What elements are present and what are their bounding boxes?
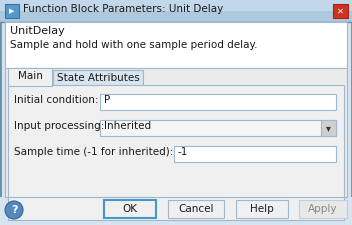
Circle shape <box>5 201 23 219</box>
Text: UnitDelay: UnitDelay <box>10 26 65 36</box>
Bar <box>53 70 143 86</box>
Text: Main: Main <box>18 71 43 81</box>
Text: ?: ? <box>11 205 17 215</box>
Bar <box>174 146 336 162</box>
Bar <box>321 120 336 136</box>
Text: Apply: Apply <box>308 204 338 214</box>
Bar <box>0 197 352 225</box>
Bar <box>5 22 347 68</box>
Text: ▾: ▾ <box>326 123 331 133</box>
Text: Cancel: Cancel <box>178 204 214 214</box>
Text: Initial condition:: Initial condition: <box>14 95 99 105</box>
Bar <box>8 68 52 86</box>
Bar <box>5 68 347 213</box>
Text: ▶: ▶ <box>9 8 15 14</box>
Text: OK: OK <box>122 204 138 214</box>
Bar <box>236 200 288 218</box>
Bar <box>333 4 348 18</box>
Bar <box>5 4 19 18</box>
Bar <box>0 0 352 11</box>
Text: Function Block Parameters: Unit Delay: Function Block Parameters: Unit Delay <box>23 4 223 14</box>
Text: Sample time (-1 for inherited):: Sample time (-1 for inherited): <box>14 147 174 157</box>
Bar <box>0 0 352 22</box>
Text: State Attributes: State Attributes <box>57 73 139 83</box>
Text: P: P <box>104 95 110 105</box>
Text: Sample and hold with one sample period delay.: Sample and hold with one sample period d… <box>10 40 258 50</box>
Text: Inherited: Inherited <box>104 121 151 131</box>
Bar <box>299 200 347 218</box>
Text: ✕: ✕ <box>337 7 344 16</box>
Text: Input processing:: Input processing: <box>14 121 105 131</box>
Bar <box>100 120 336 136</box>
Bar <box>100 94 336 110</box>
Bar <box>168 200 224 218</box>
Bar <box>104 200 156 218</box>
Bar <box>8 85 344 220</box>
Text: -1: -1 <box>178 147 188 157</box>
Text: Help: Help <box>250 204 274 214</box>
